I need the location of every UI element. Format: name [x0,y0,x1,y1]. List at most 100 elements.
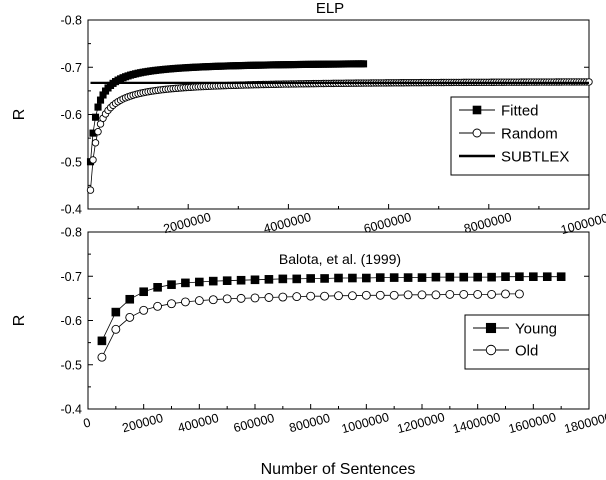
data-point [94,128,102,136]
y-tick-label: -0.6 [60,314,82,328]
data-point [431,272,441,282]
data-point [473,289,483,299]
data-point [91,113,100,121]
data-point [431,290,441,300]
y-tick-label: -0.5 [60,155,82,169]
data-point [264,275,274,284]
data-point [111,307,121,317]
y-tick-label: -0.8 [60,14,82,28]
legend-symbol [472,105,482,115]
data-point [250,293,260,303]
data-point [361,290,371,300]
x-tick-label: 1600000 [507,410,558,436]
data-point [208,295,218,305]
data-point [417,273,427,282]
x-tick-label: 800000 [288,411,332,435]
data-point [86,186,95,194]
x-tick-label: 200000 [121,411,165,435]
data-point [222,276,232,285]
data-point [459,272,469,282]
data-point [334,291,343,301]
legend-label: Fitted [501,103,539,120]
y-tick-label: -0.8 [60,226,82,240]
data-point [264,293,274,302]
data-point [417,290,427,300]
series-fitted [86,60,368,166]
data-point [250,275,260,285]
data-point [348,273,357,283]
data-point [556,272,566,281]
x-axis-label: Number of Sentences [261,461,416,478]
y-axis-label: R [11,109,28,121]
x-tick-label: 1200000 [396,410,447,436]
data-point [389,273,399,282]
data-point [91,139,100,147]
x-tick-label: 1400000 [451,410,502,436]
data-point [292,274,302,284]
data-point [362,273,371,283]
data-point [501,272,510,281]
data-point [347,291,357,301]
y-tick-label: -0.4 [60,203,82,217]
series-young [97,272,566,346]
legend-label: Random [501,126,558,143]
y-tick-label: -0.7 [60,270,82,284]
data-point [320,291,330,301]
data-point [181,278,190,288]
series-line [101,276,562,342]
y-axis-label: R [11,315,28,327]
y-tick-label: -0.6 [60,108,82,122]
data-point [487,289,497,299]
series-old [97,289,524,362]
data-point [153,301,163,311]
y-tick-label: -0.7 [60,61,82,75]
data-point [89,156,97,164]
legend-label: SUBTLEX [501,149,569,166]
data-point [167,280,176,289]
data-point [222,294,232,304]
data-point [306,291,316,301]
legend-symbol [472,128,482,138]
data-point [180,297,190,307]
x-tick-label: 0 [82,415,92,430]
x-tick-label: 1800000 [563,410,606,436]
x-tick-label: 1000000 [340,410,391,436]
data-point [194,296,204,306]
data-point [97,352,107,362]
data-point [97,336,107,346]
data-point [320,274,329,283]
data-point [487,272,496,282]
data-point [94,103,102,111]
legend-box [464,314,590,370]
data-point [111,324,121,334]
data-point [139,305,149,315]
data-point [514,289,524,299]
data-point [375,273,385,282]
data-point [445,289,455,299]
data-point [125,294,135,304]
chart-title: ELP [316,0,344,17]
chart-2: -0.8 -0.7 -0.6 -0.5 -0.40 200000 400000 600000 8… [11,226,606,479]
data-point [292,292,302,302]
y-tick-label: -0.5 [60,358,82,372]
data-point [195,277,204,287]
data-point [515,272,524,281]
legend: Young Old [464,314,590,370]
chart-title: Balota, et al. (1999) [279,251,401,267]
data-point [375,290,385,300]
data-point [334,273,343,283]
legend: Fitted Random SUBTLEX [450,96,590,176]
data-point [459,289,469,299]
data-point [403,290,413,300]
data-point [153,283,162,292]
x-tick-label: 600000 [232,411,276,435]
data-point [236,275,246,285]
data-point [236,293,246,303]
data-point [306,274,315,283]
data-point [359,60,368,68]
x-tick-label: 10000000 [559,209,606,237]
data-point [403,273,413,282]
data-point [473,272,482,282]
